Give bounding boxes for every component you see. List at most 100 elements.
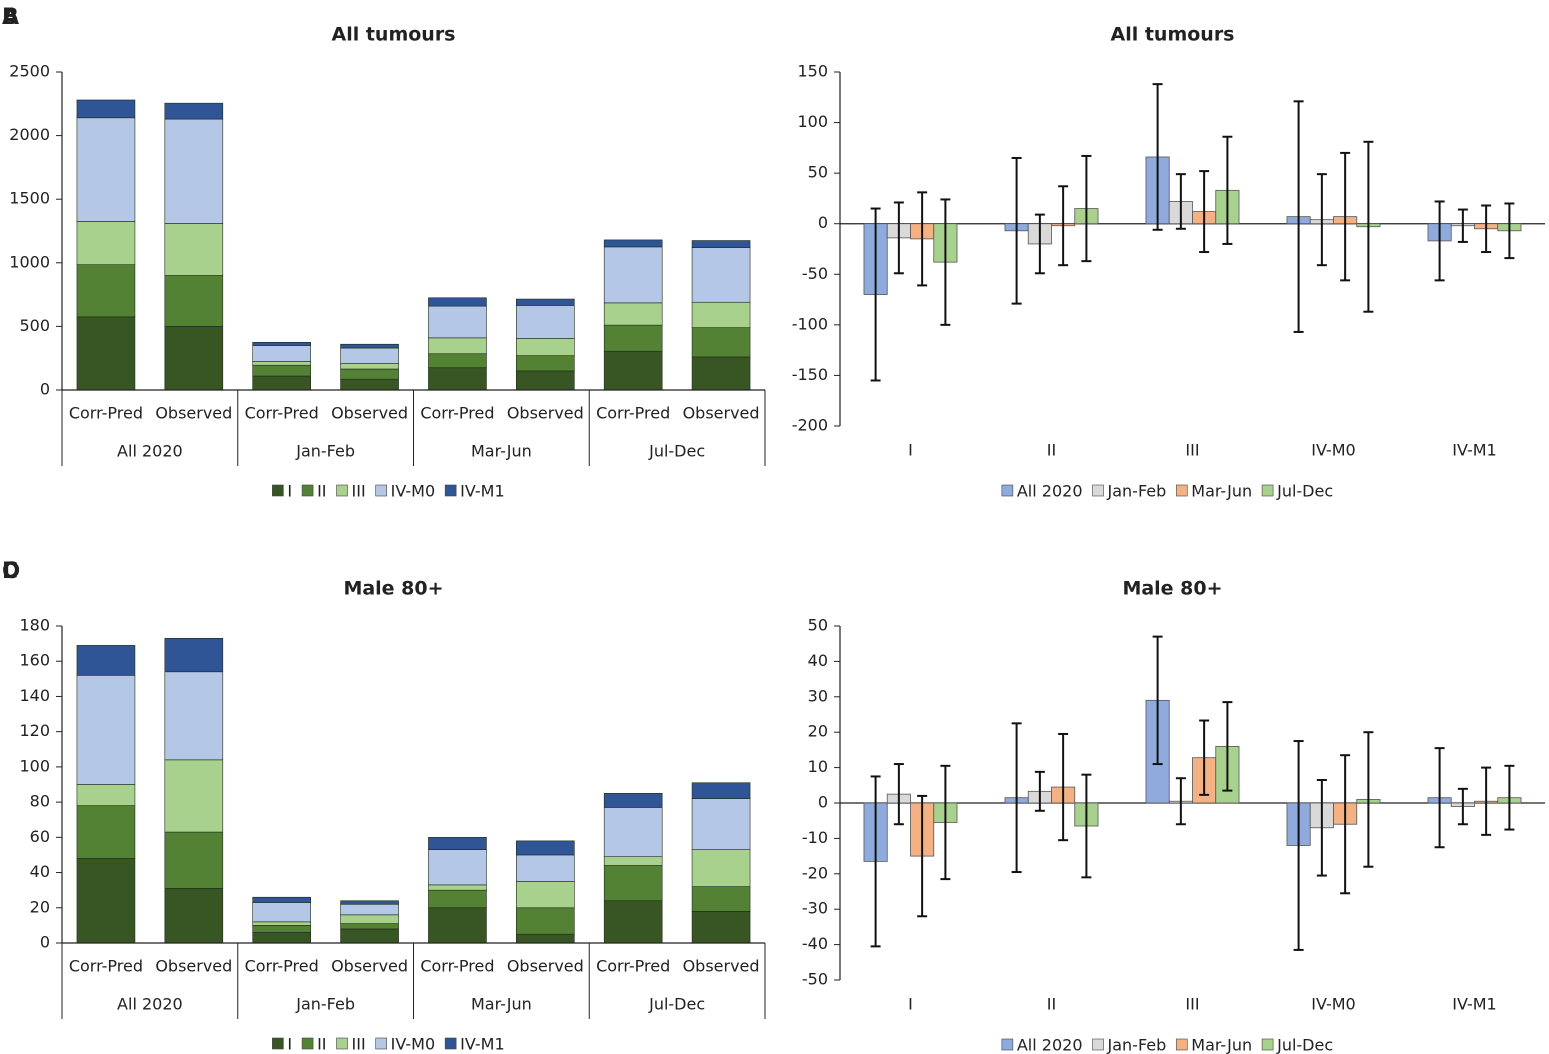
y-tick-label: 180 (19, 616, 50, 635)
legend-swatch (1175, 484, 1188, 497)
bar-segment (252, 364, 311, 377)
bar-segment (603, 900, 663, 944)
y-tick-label: 140 (19, 686, 50, 705)
y-tick-label: 0 (818, 793, 828, 812)
x-tick-label: IV-M1 (1452, 995, 1496, 1014)
bar-segment (428, 337, 487, 355)
bar-segment (252, 896, 311, 903)
x-tick-label: III (1185, 995, 1199, 1014)
legend-swatch (444, 1037, 457, 1050)
bar-segment (691, 301, 751, 328)
bar-segment (603, 350, 663, 391)
legend-swatch (301, 484, 314, 497)
bar-segment (428, 907, 487, 944)
legend-swatch (272, 484, 284, 497)
bar-segment (340, 378, 399, 391)
legend-label: IV-M1 (460, 1035, 504, 1054)
legend-swatch (1175, 1038, 1188, 1051)
y-tick-label: 20 (30, 897, 50, 916)
y-tick-label: 20 (808, 722, 828, 741)
bar-segment (76, 675, 136, 785)
bar-segment (691, 782, 751, 799)
bar-segment (603, 246, 663, 304)
legend-swatch (375, 484, 387, 497)
legend-label: I (287, 482, 292, 501)
x-tick-label: Observed (683, 957, 760, 976)
bar-segment (428, 837, 487, 850)
bar-segment (516, 298, 575, 306)
chart-title: All tumours (1110, 24, 1234, 46)
x-tick-label: Corr-Pred (245, 404, 319, 423)
bar-segment (691, 356, 751, 391)
x-tick-label: Corr-Pred (69, 404, 143, 423)
bar-segment (252, 361, 311, 366)
x-tick-label: Observed (155, 957, 232, 976)
x-tick-label: IV-M1 (1452, 441, 1496, 460)
legend-label: III (352, 1035, 366, 1054)
x-tick-label: Observed (507, 957, 584, 976)
bar-segment (516, 907, 575, 935)
y-tick-label: -150 (792, 365, 828, 384)
bar-segment (164, 888, 224, 944)
y-tick-label: 2500 (9, 62, 50, 81)
legend-swatch (301, 1037, 314, 1050)
legend-label: III (352, 482, 366, 501)
x-tick-label: II (1047, 441, 1056, 460)
bar-segment (691, 327, 751, 358)
x-tick-label: I (908, 995, 913, 1014)
x-tick-label: Observed (331, 404, 408, 423)
bar-segment (691, 910, 751, 944)
y-tick-label: 50 (808, 616, 828, 635)
x-tick-label: IV-M0 (1311, 441, 1355, 460)
panel-label: D (2, 559, 20, 584)
y-tick-label: -200 (792, 416, 828, 435)
bar-segment (252, 902, 311, 923)
bar-segment (691, 798, 751, 850)
y-tick-label: -50 (802, 970, 828, 989)
group-label: Jul-Dec (648, 995, 705, 1014)
bar-segment (516, 355, 575, 372)
bar-segment (516, 370, 575, 391)
y-tick-label: 40 (808, 651, 828, 670)
bar-segment (164, 275, 224, 327)
bar-segment (76, 645, 136, 676)
legend-label: All 2020 (1017, 482, 1083, 501)
legend-swatch (1261, 484, 1274, 497)
bar-segment (76, 221, 136, 266)
group-label: Jan-Feb (295, 995, 355, 1014)
bar-segment (603, 239, 663, 248)
panel-label: A (2, 5, 19, 30)
bar-segment (164, 102, 224, 120)
bar-segment (428, 305, 487, 339)
x-tick-label: Corr-Pred (420, 957, 494, 976)
legend-swatch (375, 1037, 387, 1050)
panel-label: B (2, 5, 19, 30)
bar-segment (164, 671, 224, 761)
group-label: All 2020 (117, 442, 183, 461)
y-tick-label: 0 (818, 213, 828, 232)
x-tick-label: Corr-Pred (596, 404, 670, 423)
y-tick-label: 100 (797, 112, 828, 131)
bar-segment (164, 831, 224, 889)
bar-segment (516, 881, 575, 909)
x-tick-label: IV-M0 (1311, 995, 1355, 1014)
x-tick-label: II (1047, 995, 1056, 1014)
x-tick-label: Corr-Pred (245, 957, 319, 976)
x-tick-label: III (1185, 441, 1199, 460)
legend-label: II (317, 1035, 326, 1054)
x-tick-label: Corr-Pred (596, 957, 670, 976)
x-tick-label: Observed (331, 957, 408, 976)
bar-segment (340, 368, 399, 380)
y-tick-label: 80 (30, 792, 50, 811)
bar-segment (340, 914, 399, 924)
y-tick-label: -100 (792, 314, 828, 333)
legend-label: Jul-Dec (1276, 1036, 1333, 1054)
legend-swatch (1092, 484, 1104, 497)
group-label: Jan-Feb (295, 442, 355, 461)
panel-label: C (2, 559, 18, 584)
bar-segment (428, 367, 487, 391)
bar-segment (603, 807, 663, 858)
bar-segment (428, 297, 487, 307)
bar-segment (252, 375, 311, 391)
